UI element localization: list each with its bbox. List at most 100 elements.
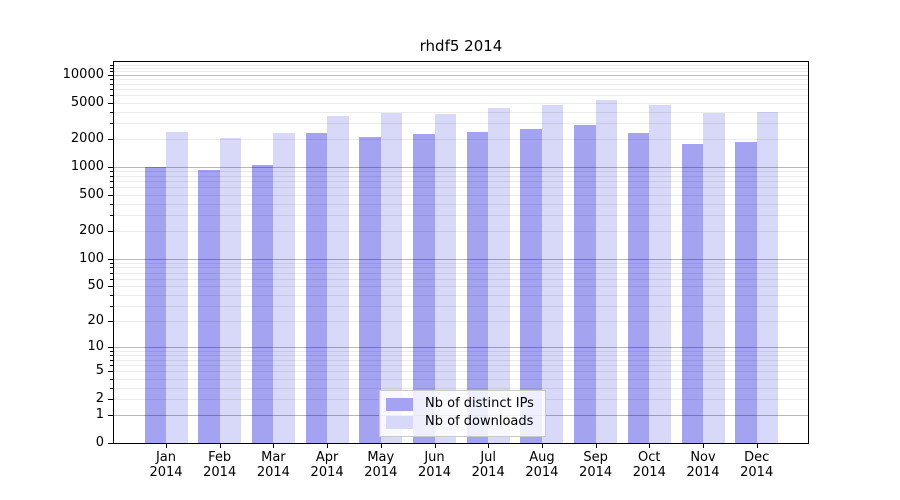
gridline-minor [114, 67, 808, 69]
year-label: 2014 [579, 465, 613, 480]
y-tick [108, 285, 113, 287]
year-label: 2014 [471, 465, 505, 480]
gridline-minor [114, 139, 808, 141]
y-tick-minor [110, 67, 113, 69]
y-tick-minor [110, 278, 113, 280]
gridline-minor [114, 355, 808, 357]
y-tick [108, 371, 113, 373]
gridline-minor [114, 351, 808, 352]
bars-layer [114, 62, 808, 443]
year-label: 2014 [686, 465, 720, 480]
year-label: 2014 [525, 465, 559, 480]
x-tick-label-jan: Jan 2014 [139, 450, 193, 480]
gridline-minor [114, 171, 808, 173]
legend-swatch-downloads [386, 415, 413, 429]
legend-label: Nb of downloads [425, 414, 534, 429]
y-tick-minor [110, 71, 113, 73]
month-label: Aug [529, 450, 555, 465]
gridline-major [114, 347, 808, 349]
legend-label: Nb of distinct IPs [425, 396, 534, 411]
x-tick-label-mar: Mar 2014 [246, 450, 300, 480]
gridline-minor [114, 71, 808, 73]
bar-ips-aug [520, 129, 542, 443]
gridline-minor [114, 95, 808, 97]
y-tick-minor [110, 378, 113, 380]
gridline-minor [114, 64, 808, 66]
bar-downloads-jul [488, 107, 510, 443]
y-tick-minor [110, 305, 113, 307]
gridline-minor [114, 111, 808, 113]
year-label: 2014 [149, 465, 183, 480]
y-tick-minor [110, 95, 113, 97]
y-tick-minor [110, 262, 113, 264]
gridline-minor [114, 214, 808, 216]
gridline-minor [114, 371, 808, 373]
y-tick-label: 1 [95, 407, 104, 423]
bar-downloads-jun [434, 113, 456, 443]
gridline-minor [114, 194, 808, 196]
bar-downloads-may [380, 113, 403, 443]
gridline-minor [114, 175, 808, 177]
gridline-major [114, 74, 808, 76]
month-label: Jan [155, 450, 177, 465]
month-label: Apr [315, 450, 339, 465]
bar-downloads-nov [703, 112, 725, 443]
x-tick-label-jul: Jul 2014 [461, 450, 515, 480]
x-tick-label-oct: Oct 2014 [622, 450, 676, 480]
y-tick-minor [110, 359, 113, 361]
x-tick-label-sep: Sep 2014 [569, 450, 623, 480]
x-tick-label-apr: Apr 2014 [300, 450, 354, 480]
year-label: 2014 [417, 465, 452, 480]
year-label: 2014 [203, 465, 237, 480]
y-tick-minor [110, 187, 113, 189]
gridline-minor [114, 378, 808, 380]
plot-area [113, 61, 809, 444]
month-label: Nov [690, 450, 716, 465]
y-tick-minor [110, 267, 113, 269]
bar-downloads-sep [595, 99, 618, 443]
legend-entry-distinct-ips: Nb of distinct IPs [386, 395, 539, 413]
month-label: Jun [424, 450, 445, 465]
y-tick-minor [110, 64, 113, 66]
y-tick [108, 321, 113, 323]
gridline-minor [114, 387, 808, 389]
y-tick [108, 415, 113, 417]
x-tick-label-nov: Nov 2014 [676, 450, 730, 480]
x-tick [380, 444, 382, 448]
x-tick-label-jun: Jun 2014 [408, 450, 462, 480]
gridline-major [114, 166, 808, 168]
bar-ips-jul [466, 132, 489, 443]
legend-entry-downloads: Nb of downloads [386, 413, 539, 431]
bar-ips-dec [735, 141, 757, 443]
y-tick-minor [110, 203, 113, 205]
bar-downloads-apr [327, 116, 349, 443]
year-label: 2014 [632, 465, 666, 480]
y-tick-minor [110, 365, 113, 367]
gridline-minor [114, 79, 808, 81]
y-tick-minor [110, 171, 113, 173]
y-tick-minor [110, 89, 113, 91]
x-tick [756, 444, 758, 448]
y-tick [108, 166, 113, 168]
y-tick-minor [110, 79, 113, 81]
month-label: May [367, 450, 395, 465]
x-tick-label-dec: Dec 2014 [730, 450, 784, 480]
y-tick-label: 100 [79, 250, 104, 266]
bar-ips-feb [198, 169, 220, 443]
y-tick-label: 20 [87, 313, 104, 329]
bar-ips-nov [681, 144, 703, 443]
month-label: Sep [583, 450, 608, 465]
y-tick [108, 258, 113, 260]
month-label: Jul [480, 450, 497, 465]
y-tick [108, 347, 113, 349]
y-tick [108, 443, 113, 444]
x-tick [166, 444, 167, 448]
x-tick-label-may: May 2014 [354, 450, 408, 480]
gridline-minor [114, 123, 808, 125]
bar-ips-may [359, 136, 381, 443]
gridline-minor [114, 231, 808, 233]
legend: Nb of distinct IPs Nb of downloads [379, 390, 546, 437]
bar-downloads-mar [273, 132, 295, 443]
x-tick [488, 444, 490, 448]
